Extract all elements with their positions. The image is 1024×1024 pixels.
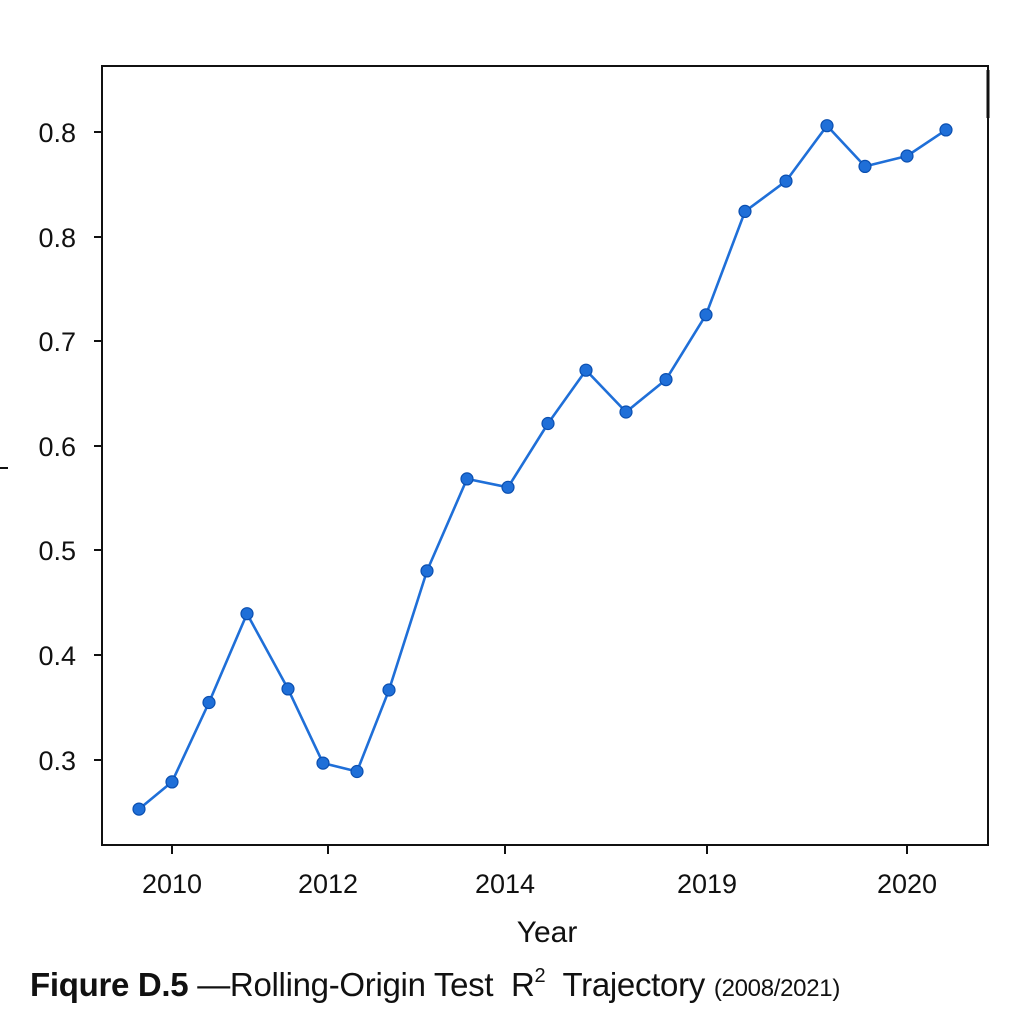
caption-range: (2008/2021) bbox=[713, 975, 841, 1002]
x-tick-label: 2014 bbox=[475, 869, 535, 899]
y-tick-label: 0.8 bbox=[38, 118, 76, 148]
x-tick-label: 2020 bbox=[877, 869, 937, 899]
data-point bbox=[316, 756, 330, 770]
y-tick-label: 0.7 bbox=[38, 327, 76, 357]
data-point bbox=[699, 308, 713, 322]
figure-caption: Fiqure D.5 —Rolling-Origin Test R2 Traje… bbox=[30, 966, 840, 1004]
y-tick-label: 0.8 bbox=[38, 223, 76, 253]
data-point bbox=[281, 682, 295, 696]
data-point bbox=[900, 149, 914, 163]
plot-area-frame bbox=[101, 65, 989, 846]
data-point bbox=[350, 764, 364, 779]
data-point bbox=[382, 683, 396, 697]
data-point bbox=[939, 123, 953, 137]
data-point bbox=[541, 416, 555, 431]
caption-title-suffix: Trajectory bbox=[562, 966, 706, 1003]
x-tick-label: 2019 bbox=[677, 869, 737, 899]
data-point bbox=[820, 119, 834, 133]
data-point bbox=[738, 204, 752, 218]
x-tick-label: 2010 bbox=[142, 869, 202, 899]
caption-r: R bbox=[510, 966, 535, 1003]
figure-label: Fiqure D.5 bbox=[30, 966, 189, 1003]
chart: 0.30.40.50.60.70.80.8 2010 2012 2014 2019 20… bbox=[0, 65, 990, 949]
data-point bbox=[619, 405, 633, 419]
data-point bbox=[858, 159, 872, 173]
data-point bbox=[420, 564, 434, 578]
data-point bbox=[132, 802, 146, 816]
x-axis: 2010 2012 2014 2019 2020 bbox=[142, 845, 937, 899]
caption-superscript: 2 bbox=[534, 965, 546, 987]
caption-title-prefix: —Rolling-Origin Test bbox=[197, 966, 494, 1003]
data-point bbox=[501, 480, 515, 494]
y-tick-label: 0.3 bbox=[38, 746, 76, 776]
series-line bbox=[138, 124, 947, 811]
x-axis-title: Year bbox=[517, 916, 578, 949]
y-axis: 0.3 0.4 0.5 0.6 0.7 0.8 0.8 bbox=[38, 118, 102, 776]
y-tick-label: 0.6 bbox=[38, 432, 76, 462]
data-point bbox=[779, 174, 793, 188]
x-tick-label: 2012 bbox=[298, 869, 358, 899]
data-point bbox=[240, 607, 254, 621]
y-tick-label: 0.4 bbox=[38, 641, 76, 671]
data-point bbox=[579, 363, 593, 377]
data-point bbox=[202, 695, 216, 710]
data-point bbox=[460, 472, 474, 486]
data-points bbox=[132, 119, 953, 816]
data-point bbox=[165, 775, 179, 789]
y-tick-label: 0.5 bbox=[38, 536, 76, 566]
data-point bbox=[659, 373, 673, 387]
